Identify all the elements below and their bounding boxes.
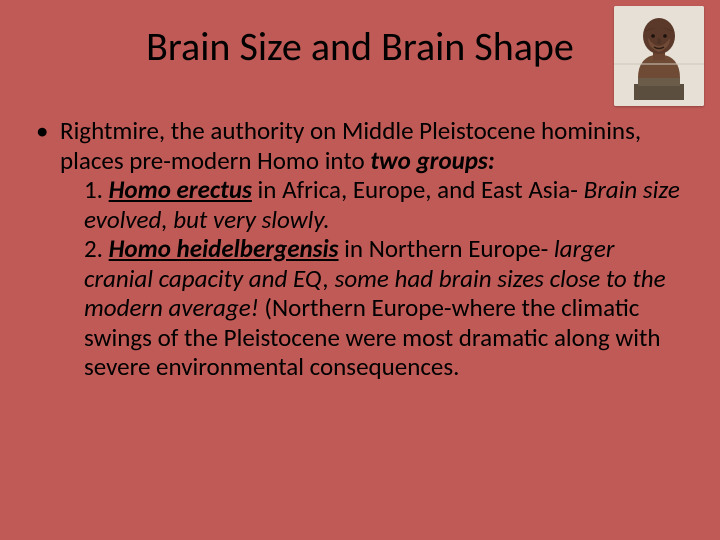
item1-mid: in Africa, Europe, and East Asia- [252, 174, 584, 205]
intro-emphasis: two groups: [370, 145, 494, 176]
slide: Brain Size and Brain Shape [0, 0, 720, 540]
item2-number: 2. [84, 233, 109, 264]
item1-name: Homo erectus [109, 174, 252, 205]
slide-body: • Rightmire, the authority on Middle Ple… [36, 116, 684, 382]
bullet-item: • Rightmire, the authority on Middle Ple… [36, 116, 684, 382]
list-item-1: 1. Homo erectus in Africa, Europe, and E… [60, 175, 684, 234]
bullet-glyph: • [36, 116, 60, 146]
item1-number: 1. [84, 174, 109, 205]
intro-text: Rightmire, the authority on Middle Pleis… [60, 115, 641, 176]
hominin-bust-image [614, 6, 704, 106]
list-item-2: 2. Homo heidelbergensis in Northern Euro… [60, 234, 684, 382]
item2-name: Homo heidelbergensis [109, 233, 339, 264]
slide-title: Brain Size and Brain Shape [0, 22, 720, 71]
item2-mid: in Northern Europe- [339, 233, 554, 264]
bullet-text: Rightmire, the authority on Middle Pleis… [60, 116, 684, 382]
